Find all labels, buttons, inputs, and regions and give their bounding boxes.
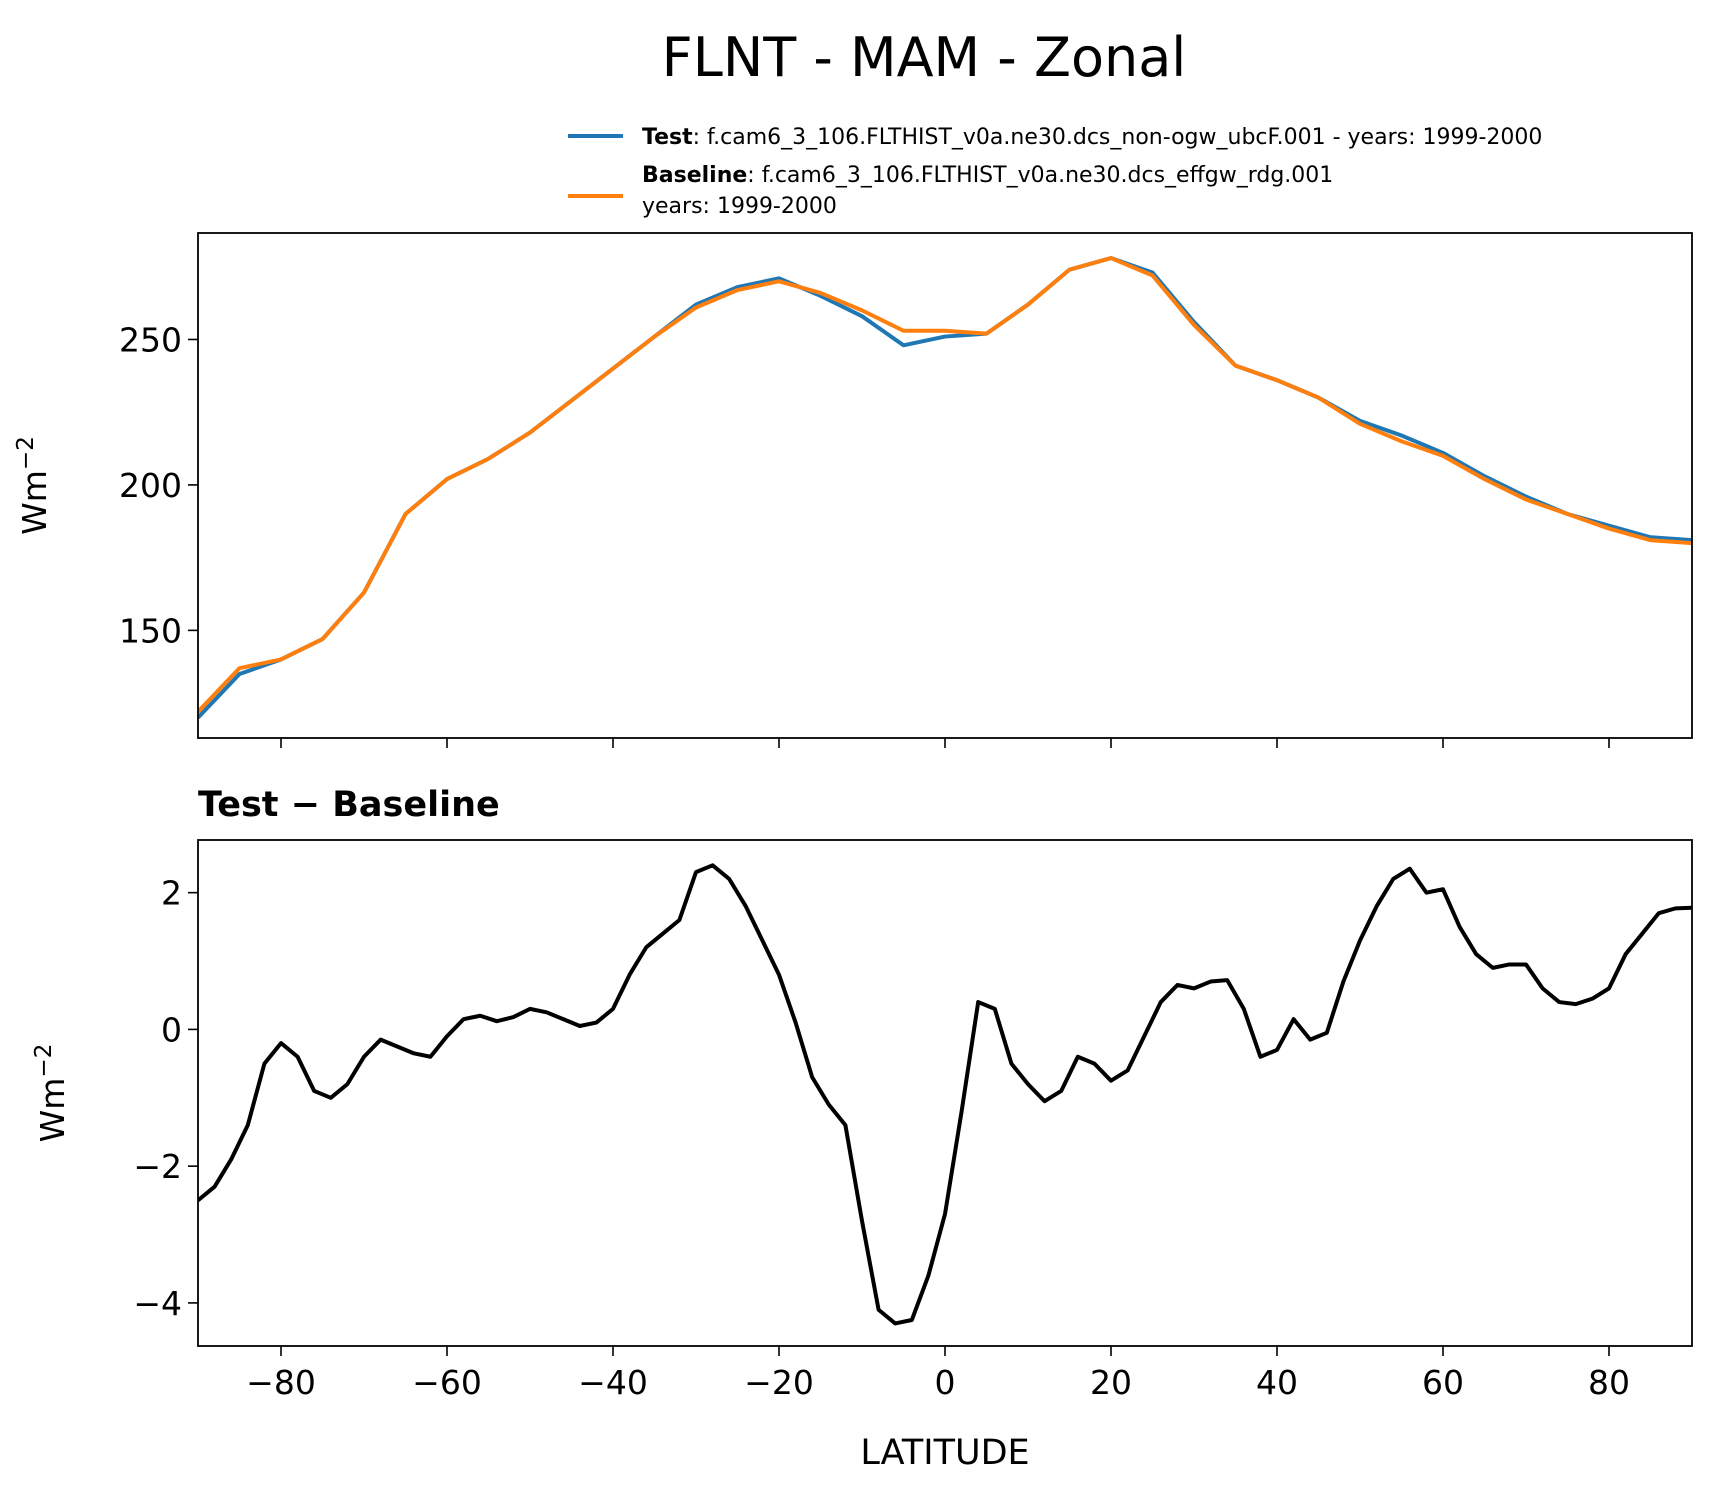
x-tick-label: −80	[246, 1363, 316, 1402]
x-tick-label: 40	[1256, 1363, 1298, 1402]
legend-text: Baseline: f.cam6_3_106.FLTHIST_v0a.ne30.…	[642, 163, 1333, 188]
y-axis-label-base: Wm	[33, 1078, 72, 1143]
x-tick-label: −40	[578, 1363, 648, 1402]
y-tick-label: 250	[119, 320, 182, 359]
y-axis-label: Wm−2	[13, 436, 54, 535]
x-axis-label: LATITUDE	[860, 1433, 1029, 1473]
legend-description: : f.cam6_3_106.FLTHIST_v0a.ne30.dcs_non-…	[693, 125, 1543, 150]
x-tick-label: 0	[935, 1363, 956, 1402]
x-tick-label: 80	[1588, 1363, 1630, 1402]
axes-frame	[197, 839, 1693, 1347]
y-axis-label-base: Wm	[15, 470, 54, 535]
series-line	[198, 256, 1692, 714]
y-axis-label: Wm−2	[31, 1044, 72, 1143]
legend-description: : f.cam6_3_106.FLTHIST_v0a.ne30.dcs_effg…	[747, 163, 1333, 188]
y-tick-label: 150	[119, 611, 182, 650]
y-tick-label: 2	[161, 874, 182, 913]
y-tick-label: 200	[119, 466, 182, 505]
y-tick-label: −2	[133, 1147, 182, 1186]
y-tick-label: 0	[161, 1010, 182, 1049]
y-axis-label-sup: −2	[13, 436, 39, 470]
series-line	[198, 256, 1692, 720]
diff-line	[198, 863, 1692, 1326]
legend-text: Test: f.cam6_3_106.FLTHIST_v0a.ne30.dcs_…	[642, 125, 1542, 150]
x-tick-label: −60	[412, 1363, 482, 1402]
legend-name: Test	[642, 125, 693, 150]
figure-title: FLNT - MAM - Zonal	[662, 26, 1187, 89]
subplot-title: Test − Baseline	[198, 785, 500, 825]
y-tick-label: −4	[133, 1284, 182, 1323]
x-tick-label: 20	[1090, 1363, 1132, 1402]
y-axis-label-sup: −2	[31, 1044, 57, 1078]
legend-description: years: 1999-2000	[642, 194, 837, 219]
axes-frame	[197, 232, 1693, 739]
x-tick-label: −20	[744, 1363, 814, 1402]
x-tick-label: 60	[1422, 1363, 1464, 1402]
legend-name: Baseline	[642, 163, 747, 188]
